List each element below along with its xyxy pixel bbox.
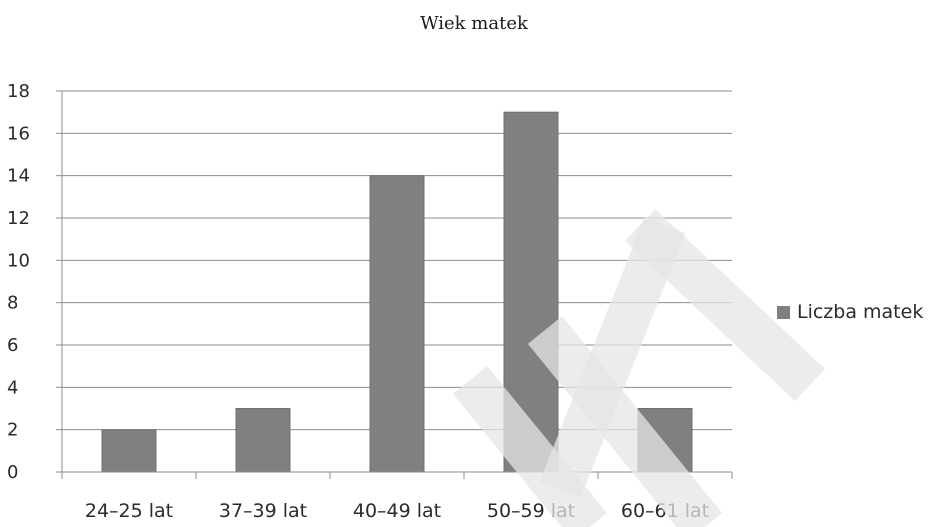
watermark-stroke [539,216,686,499]
watermark-stroke [527,316,723,527]
y-tick-label: 0 [7,462,18,483]
bar [101,429,157,473]
x-tick-label: 24–25 lat [85,500,173,522]
y-tick-label: 14 [7,166,30,187]
x-axis: 24–25 lat 37–39 lat 40–49 lat 50–59 lat 60–6… [61,471,733,522]
legend: Liczba matek [777,301,923,323]
y-tick-label: 4 [7,377,18,398]
y-tick-label: 6 [7,335,18,356]
y-tick-label: 2 [7,420,18,441]
bar [235,408,291,473]
chart-title: Wiek matek [420,13,529,34]
x-tick-label: 40–49 lat [353,500,441,522]
legend-swatch [777,306,790,319]
y-tick-label: 12 [7,208,30,229]
watermark-stroke [624,208,826,402]
y-tick-label: 16 [7,123,30,144]
y-tick-label: 18 [7,81,30,102]
y-axis-ticks: 0 2 4 6 8 10 12 14 16 18 [7,81,63,483]
y-tick-label: 10 [7,250,30,271]
bar [369,175,425,473]
legend-label: Liczba matek [797,301,923,323]
x-tick-label: 37–39 lat [219,500,307,522]
watermark [452,208,826,527]
watermark-stroke [452,366,608,527]
y-tick-label: 8 [7,293,18,314]
